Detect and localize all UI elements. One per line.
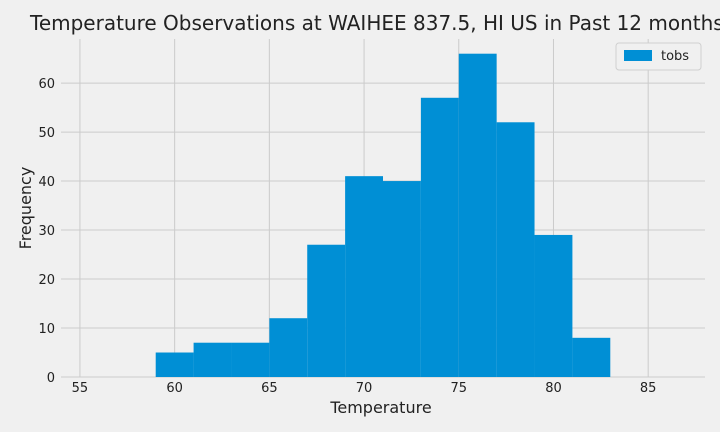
histogram-bar [458, 53, 497, 378]
x-tick-label: 60 [166, 381, 183, 396]
grid [61, 39, 705, 378]
histogram-bar [572, 337, 611, 377]
histogram-bar [496, 122, 535, 377]
x-axis-ticks: 55 60 65 70 75 80 85 [72, 381, 657, 396]
y-tick-label: 10 [38, 322, 55, 337]
y-tick-label: 30 [38, 224, 55, 239]
y-tick-label: 60 [38, 77, 55, 92]
y-tick-label: 40 [38, 175, 55, 190]
histogram-bar [231, 342, 270, 377]
y-tick-label: 50 [38, 126, 55, 141]
y-axis-ticks: 0 10 20 30 40 50 60 [38, 77, 55, 386]
histogram-bar [269, 318, 308, 377]
x-axis-label: Temperature [329, 398, 431, 417]
legend-box [615, 42, 702, 71]
legend-swatch-tobs [624, 50, 652, 61]
bars [155, 53, 611, 378]
x-tick-label: 75 [450, 381, 467, 396]
chart-title: Temperature Observations at WAIHEE 837.5… [29, 11, 720, 35]
x-tick-label: 80 [545, 381, 562, 396]
histogram-bar [534, 234, 573, 377]
y-tick-label: 20 [38, 273, 55, 288]
x-tick-label: 55 [72, 381, 89, 396]
legend: tobs [615, 42, 702, 71]
x-tick-label: 65 [261, 381, 278, 396]
x-tick-label: 70 [356, 381, 373, 396]
histogram-bar [307, 244, 346, 377]
y-axis-label: Frequency [16, 167, 35, 250]
legend-label-tobs: tobs [661, 49, 689, 64]
histogram-bar [155, 352, 194, 377]
y-tick-label: 0 [47, 371, 55, 386]
histogram-bar [420, 97, 459, 378]
histogram-bar [193, 342, 232, 377]
histogram-bar [345, 176, 383, 377]
x-tick-label: 85 [640, 381, 657, 396]
histogram-bar [383, 181, 421, 377]
